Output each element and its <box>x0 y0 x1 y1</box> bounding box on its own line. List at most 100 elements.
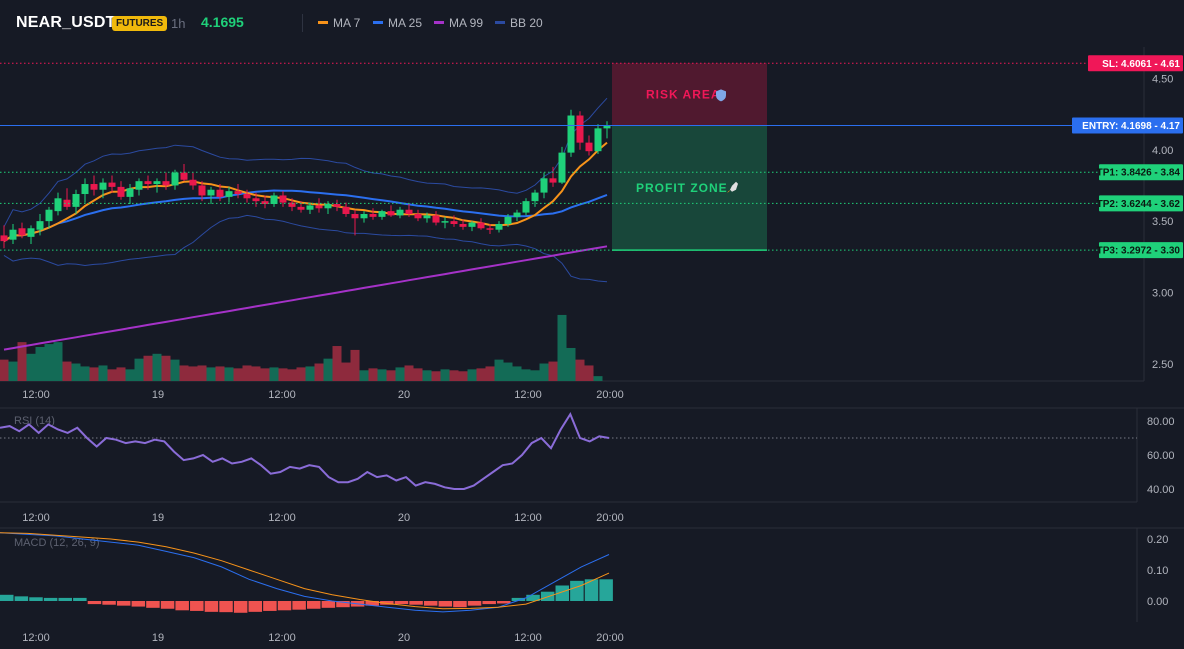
volume-bar <box>242 365 252 381</box>
rsi-tick-label: 40.00 <box>1147 484 1175 496</box>
rocket-flame <box>727 189 730 193</box>
macd-histogram-bar <box>248 601 263 612</box>
macd-histogram-bar <box>497 601 511 604</box>
macd-histogram-bar <box>175 601 189 611</box>
candle-body <box>54 198 62 212</box>
candle-body <box>414 214 422 219</box>
candle-body <box>567 115 575 153</box>
timeframe-label[interactable]: 1h <box>171 16 186 31</box>
time-axis-label: 12:00 <box>22 389 50 401</box>
candle-body <box>549 178 557 183</box>
volume-bar <box>287 369 297 381</box>
candle-body <box>243 194 251 199</box>
candle-body <box>99 182 107 190</box>
candle-body <box>450 221 458 224</box>
volume-bar <box>35 347 45 381</box>
volume-bar <box>152 353 162 381</box>
symbol-name[interactable]: NEAR_USDT <box>16 14 116 31</box>
volume-bar <box>170 359 180 381</box>
candle-body <box>459 223 467 227</box>
volume-bar <box>269 367 279 381</box>
volume-bar <box>89 367 99 381</box>
volume-bar <box>71 363 81 381</box>
candle-body <box>234 191 242 195</box>
candle-body <box>504 216 512 224</box>
volume-bar <box>431 371 441 381</box>
rocket-body <box>730 181 738 192</box>
volume-bar <box>476 368 486 381</box>
level-tag-tp2 <box>1099 195 1183 212</box>
level-tag-label: TP3: 3.2972 - 3.30 <box>1097 246 1181 257</box>
candle-body <box>360 214 368 219</box>
volume-bar <box>80 366 90 381</box>
macd-histogram-bar <box>58 597 72 601</box>
macd-tick-label: 0.10 <box>1147 565 1168 577</box>
macd-histogram-bar <box>380 601 394 605</box>
macd-tick-label: 0.20 <box>1147 534 1168 546</box>
macd-histogram-bar <box>438 601 453 607</box>
macd-histogram-bar <box>570 580 584 601</box>
macd-histogram-bar <box>321 601 336 608</box>
legend-label: MA 25 <box>388 16 423 30</box>
legend-bb20[interactable]: BB 20 <box>495 16 543 30</box>
volume-bar <box>422 370 432 381</box>
macd-histogram-bar <box>160 601 175 609</box>
volume-bar <box>575 359 585 381</box>
time-axis-label: 12:00 <box>514 389 542 401</box>
candle-body <box>522 201 530 213</box>
volume-bar <box>584 365 594 381</box>
candle-body <box>162 181 170 186</box>
candle-body <box>216 189 224 197</box>
legend-swatch <box>373 21 383 25</box>
macd-histogram-bar <box>394 601 409 605</box>
candle-body <box>90 184 98 190</box>
volume-bar <box>314 363 324 381</box>
price-tick-label: 4.50 <box>1152 73 1173 85</box>
candle-body <box>477 222 485 229</box>
volume-bar <box>188 366 198 381</box>
level-tag-sl <box>1088 55 1183 72</box>
macd-histogram-bar <box>599 579 613 601</box>
volume-bar <box>377 369 387 381</box>
time-axis-label: 20 <box>398 632 410 644</box>
volume-bar <box>323 358 333 381</box>
level-tag-label: SL: 4.6061 - 4.61 <box>1102 59 1180 70</box>
volume-bar <box>350 349 360 381</box>
candle-body <box>180 172 188 180</box>
candle-body <box>540 178 548 193</box>
header-divider <box>302 14 303 32</box>
macd-histogram-bar <box>73 597 87 601</box>
volume-bar <box>566 347 576 381</box>
volume-bar <box>557 314 567 381</box>
time-axis-label: 12:00 <box>268 632 296 644</box>
macd-tick-label: 0.00 <box>1147 596 1168 608</box>
candle-body <box>531 192 539 202</box>
rsi-title: RSI (14) <box>14 415 55 427</box>
volume-bar <box>449 370 459 381</box>
volume-bar <box>125 369 135 381</box>
candle-body <box>333 204 341 207</box>
macd-histogram-bar <box>511 597 526 601</box>
candle-body <box>594 128 602 152</box>
volume-bar <box>332 346 342 381</box>
macd-histogram-bar <box>292 601 306 610</box>
rsi-tick-label: 80.00 <box>1147 416 1175 428</box>
candle-body <box>207 189 215 196</box>
level-tag-tp3 <box>1099 242 1183 259</box>
profit-zone-label: PROFIT ZONE <box>636 181 728 195</box>
candle-body <box>441 221 449 223</box>
legend-ma25[interactable]: MA 25 <box>373 16 422 30</box>
legend-label: BB 20 <box>510 16 543 30</box>
volume-bar <box>224 367 234 381</box>
level-tag-label: TP2: 3.6244 - 3.62 <box>1097 199 1181 210</box>
legend-ma7[interactable]: MA 7 <box>318 16 360 30</box>
legend-ma99[interactable]: MA 99 <box>434 16 483 30</box>
rsi-line <box>0 412 610 490</box>
volume-bar <box>503 362 513 381</box>
candle-body <box>585 142 593 152</box>
macd-histogram-bar <box>219 601 233 613</box>
volume-bar <box>386 370 396 381</box>
candle-body <box>0 235 8 242</box>
profit-zone <box>612 125 767 251</box>
